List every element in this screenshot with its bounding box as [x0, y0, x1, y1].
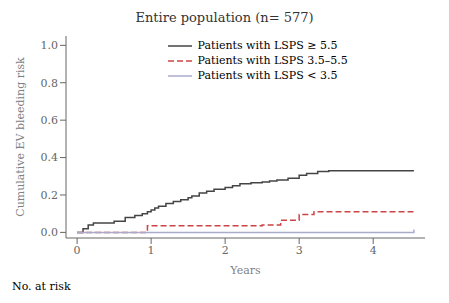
html-text:Entire population (n= 577): Entire population (n= 577) — [135, 10, 314, 25]
html-text:Patients with LSPS 3.5–5.5: Patients with LSPS 3.5–5.5 — [197, 54, 348, 67]
svg-text:0: 0 — [74, 244, 81, 257]
svg-text:Years: Years — [229, 264, 261, 277]
html-text:Patients with LSPS ≥ 5.5: Patients with LSPS ≥ 5.5 — [197, 39, 338, 52]
svg-text:0.4: 0.4 — [41, 151, 59, 164]
html-text:Patients with LSPS < 3.5: Patients with LSPS < 3.5 — [197, 69, 338, 82]
svg-text:Cumulative EV bleeding risk: Cumulative EV bleeding risk — [14, 57, 27, 217]
svg-text:4: 4 — [370, 244, 377, 257]
svg-text:0.8: 0.8 — [41, 77, 59, 90]
svg-text:2: 2 — [222, 244, 229, 257]
svg-text:0.0: 0.0 — [41, 226, 59, 239]
svg-text:1.0: 1.0 — [41, 39, 59, 52]
svg-text:1: 1 — [148, 244, 155, 257]
svg-text:0.2: 0.2 — [41, 189, 59, 202]
svg-text:3: 3 — [296, 244, 303, 257]
svg-text:0.6: 0.6 — [41, 114, 59, 127]
html-text:No. at risk: No. at risk — [12, 280, 71, 293]
